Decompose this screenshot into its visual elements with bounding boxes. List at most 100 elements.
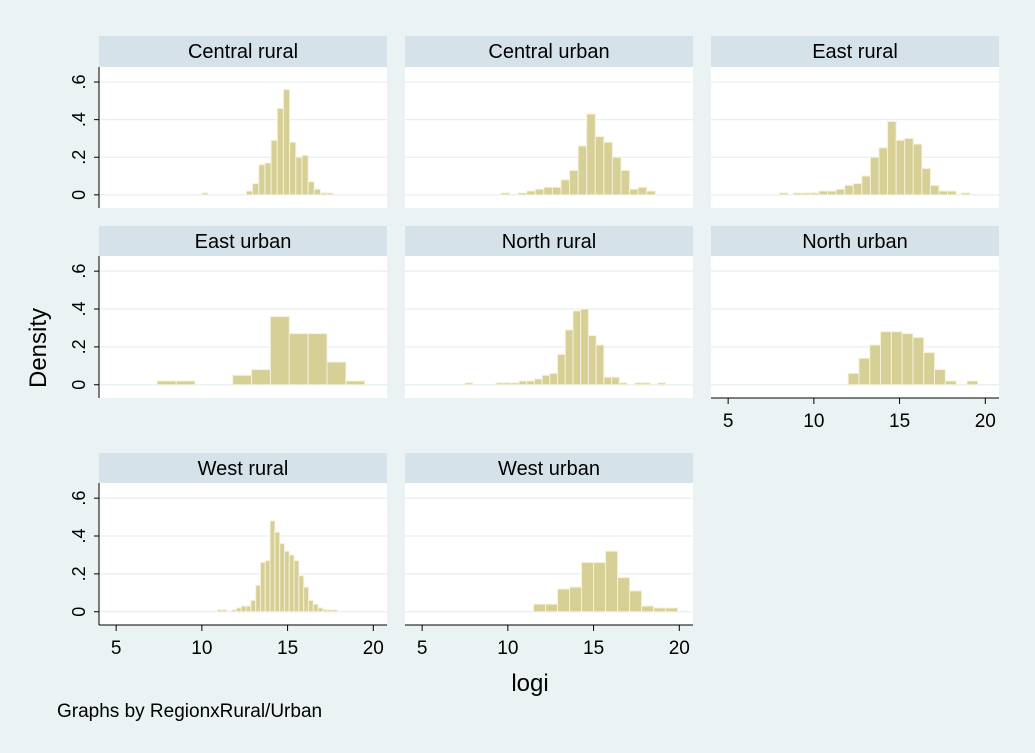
histogram-bar bbox=[245, 190, 254, 196]
histogram-bar bbox=[221, 609, 228, 613]
panel-north-urban: North urban 5 10 15 20 bbox=[711, 226, 999, 432]
histogram-bar bbox=[331, 609, 338, 613]
histogram-bar bbox=[852, 183, 863, 196]
histogram-bar bbox=[232, 374, 253, 386]
y-tick-label: .6 bbox=[69, 75, 89, 90]
histogram-bar bbox=[283, 550, 290, 613]
panel-title: North rural bbox=[502, 231, 596, 253]
histogram-bar bbox=[279, 543, 285, 613]
histogram-bar bbox=[240, 605, 247, 613]
histogram-bar bbox=[264, 560, 271, 613]
plot-area bbox=[405, 256, 693, 398]
histogram-bar bbox=[641, 382, 651, 386]
histogram-bar bbox=[637, 186, 648, 196]
histogram-bar bbox=[526, 190, 536, 196]
x-tick-label: 5 bbox=[723, 411, 734, 432]
histogram-bar bbox=[551, 186, 562, 196]
histogram-bar bbox=[818, 190, 829, 196]
histogram-bar bbox=[620, 169, 631, 196]
histogram-bar bbox=[895, 139, 906, 196]
histogram-bar bbox=[617, 577, 631, 613]
histogram-bar bbox=[581, 562, 595, 613]
histogram-bar bbox=[595, 344, 605, 386]
panel-west-urban: West urban 5 10 15 20 bbox=[405, 453, 693, 659]
histogram-bar bbox=[641, 605, 655, 613]
histogram-bar bbox=[594, 136, 605, 196]
histogram-bar bbox=[518, 380, 528, 386]
panel-title: East rural bbox=[812, 41, 898, 63]
histogram-bar bbox=[844, 184, 854, 196]
histogram-bar bbox=[890, 331, 903, 386]
histogram-bar bbox=[887, 121, 897, 196]
x-tick-label: 20 bbox=[669, 638, 690, 659]
histogram-bar bbox=[611, 156, 622, 196]
histogram-bar bbox=[322, 609, 329, 613]
histogram-bar bbox=[526, 380, 535, 386]
histogram-bar bbox=[327, 609, 333, 613]
histogram-bar bbox=[580, 308, 589, 386]
histogram-bar bbox=[276, 107, 284, 196]
histogram-bar bbox=[312, 603, 319, 613]
histogram-bar bbox=[545, 603, 559, 613]
histogram-bar bbox=[259, 562, 266, 613]
histogram-bar bbox=[560, 179, 571, 196]
x-tick-label: 20 bbox=[363, 638, 384, 659]
panel-east-urban: East urban 0 .2 .4 .6 bbox=[69, 226, 387, 398]
x-tick-label: 15 bbox=[277, 638, 298, 659]
x-axis-title: logi bbox=[511, 670, 548, 697]
histogram-bar bbox=[269, 316, 290, 386]
histogram-bar bbox=[779, 192, 789, 196]
histogram-bar bbox=[313, 188, 321, 196]
y-tick-label: .6 bbox=[69, 264, 89, 279]
panel-header bbox=[405, 453, 693, 484]
y-tick-label: .4 bbox=[69, 529, 89, 544]
panel-title: East urban bbox=[195, 231, 292, 253]
histogram-bar bbox=[966, 380, 979, 386]
y-tick-label: 0 bbox=[69, 190, 89, 200]
histogram-bar bbox=[533, 603, 547, 613]
histogram-bar bbox=[264, 162, 272, 196]
y-tick-label: .4 bbox=[69, 112, 89, 127]
histogram-bar bbox=[533, 378, 543, 386]
x-tick-label: 5 bbox=[417, 638, 428, 659]
panel-north-rural: North rural bbox=[405, 226, 693, 398]
histogram-bar bbox=[534, 188, 545, 196]
histogram-bar bbox=[255, 584, 261, 613]
histogram-bar bbox=[572, 310, 582, 386]
panel-title: West urban bbox=[498, 458, 600, 480]
histogram-bar bbox=[274, 531, 281, 613]
histogram-bar bbox=[541, 374, 551, 386]
histogram-bar bbox=[549, 372, 559, 386]
plot-area bbox=[99, 483, 387, 625]
y-tick-label: .4 bbox=[69, 302, 89, 317]
histogram-bar bbox=[878, 147, 889, 196]
y-tick-label: 0 bbox=[69, 607, 89, 617]
histogram-bar bbox=[904, 137, 914, 196]
histogram-bar bbox=[587, 335, 597, 386]
histogram-bar bbox=[801, 192, 811, 196]
histogram-bar bbox=[603, 141, 613, 196]
histogram-bar bbox=[307, 333, 328, 386]
histogram-bar bbox=[569, 586, 583, 613]
histogram-bar bbox=[288, 554, 295, 613]
histogram-bar bbox=[646, 190, 656, 196]
histogram-bar bbox=[934, 369, 946, 386]
histogram-bar bbox=[251, 369, 271, 386]
histogram-bar bbox=[301, 154, 309, 196]
histogram-bar bbox=[835, 188, 846, 196]
x-tick-label: 5 bbox=[111, 638, 122, 659]
figure-note: Graphs by RegionxRural/Urban bbox=[57, 701, 322, 722]
histogram-bar bbox=[282, 89, 291, 196]
y-tick-label: 0 bbox=[69, 380, 89, 390]
histogram-bar bbox=[858, 357, 871, 386]
histogram-bar bbox=[231, 609, 237, 613]
histogram-bar bbox=[216, 609, 223, 613]
histogram-bar bbox=[847, 372, 860, 386]
histogram-bar bbox=[629, 590, 643, 613]
histogram-bar bbox=[944, 380, 957, 386]
histogram-bar bbox=[293, 560, 300, 613]
histogram-bar bbox=[653, 607, 667, 613]
histogram-bar bbox=[307, 181, 315, 196]
histogram-bar bbox=[307, 599, 314, 613]
histogram-bar bbox=[912, 143, 923, 196]
